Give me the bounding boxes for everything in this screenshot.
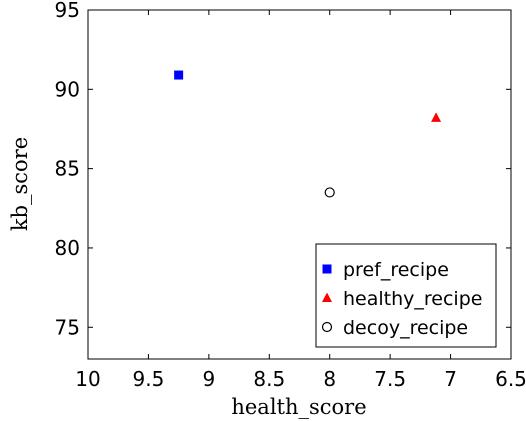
tick-marks <box>87 9 512 359</box>
healthy-recipe-point <box>431 112 442 122</box>
legend-marker-decoy-recipe <box>321 321 333 333</box>
y-tick-label: 95 <box>55 0 80 22</box>
y-tick-label: 80 <box>55 236 80 260</box>
tick-labels: 10 9.5 9 8.5 8 7.5 7 6.5 75 80 85 90 95 <box>55 0 526 391</box>
pref-recipe-point <box>174 70 184 80</box>
x-tick-label: 7.5 <box>374 367 406 391</box>
x-tick-label: 7 <box>444 367 457 391</box>
legend-marker-pref-recipe <box>322 264 332 274</box>
y-tick-label: 85 <box>55 157 80 181</box>
y-tick-label: 75 <box>55 315 80 339</box>
legend-marker-healthy-recipe <box>322 292 332 302</box>
x-tick-label: 8.5 <box>253 367 285 391</box>
legend-label: healthy_recipe <box>343 288 482 310</box>
legend-box <box>315 243 497 348</box>
legend-label: decoy_recipe <box>343 317 468 339</box>
x-tick-label: 9 <box>202 367 215 391</box>
x-tick-label: 9.5 <box>133 367 165 391</box>
x-tick-label: 6.5 <box>495 367 526 391</box>
x-tick-label: 8 <box>323 367 336 391</box>
decoy-recipe-point <box>324 187 335 198</box>
y-tick-label: 90 <box>55 77 80 101</box>
data-points <box>174 70 442 198</box>
legend: pref_recipe healthy_recipe decoy_recipe <box>315 243 497 348</box>
legend-label: pref_recipe <box>343 259 449 281</box>
x-tick-label: 10 <box>75 367 100 391</box>
plot-frame <box>87 9 512 360</box>
x-axis-label: health_score <box>231 395 366 419</box>
y-axis-label: kb_score <box>8 137 32 231</box>
